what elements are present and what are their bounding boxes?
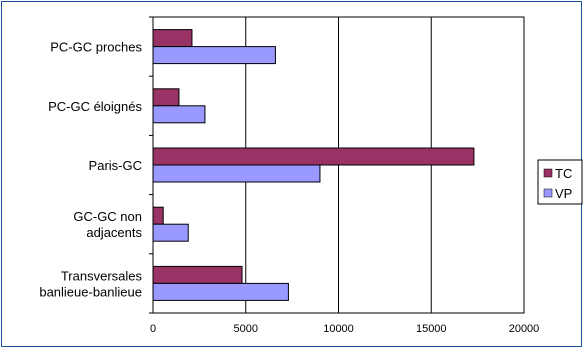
- bar-vp-4: [152, 282, 289, 301]
- bar-tc-1: [152, 88, 180, 107]
- category-label: adjacents: [86, 225, 142, 240]
- category-label: Paris-GC: [89, 158, 142, 173]
- x-tick-label: 0: [150, 323, 156, 335]
- category-label: GC-GC non: [73, 209, 142, 224]
- x-tick-label: 5000: [234, 323, 258, 335]
- x-tick-label: 20000: [509, 323, 540, 335]
- category-label: Transversales: [61, 268, 143, 283]
- legend-label-vp: VP: [555, 186, 572, 201]
- x-tick-labels: 0 5000 10000 15000 20000: [150, 323, 539, 335]
- x-tick-label: 15000: [416, 323, 447, 335]
- category-label: banlieue-banlieue: [39, 284, 142, 299]
- bar-tc-0: [152, 29, 193, 48]
- bar-tc-3: [152, 206, 164, 225]
- category-label: PC-GC éloignés: [48, 99, 142, 114]
- bar-tc-2: [152, 147, 475, 166]
- legend-label-tc: TC: [555, 166, 572, 181]
- legend-swatch-tc: [543, 168, 553, 178]
- bar-vp-1: [152, 105, 206, 124]
- category-labels: PC-GC proches PC-GC éloignés Paris-GC GC-GC…: [39, 40, 142, 300]
- bar-vp-3: [152, 223, 189, 242]
- legend-swatch-vp: [543, 188, 553, 198]
- bar-vp-0: [152, 46, 276, 65]
- bar-tc-4: [152, 265, 243, 284]
- x-tick-label: 10000: [323, 323, 354, 335]
- category-label: PC-GC proches: [50, 40, 142, 55]
- bar-vp-2: [152, 164, 321, 183]
- bars: [152, 29, 475, 301]
- legend: TC VP: [537, 159, 583, 205]
